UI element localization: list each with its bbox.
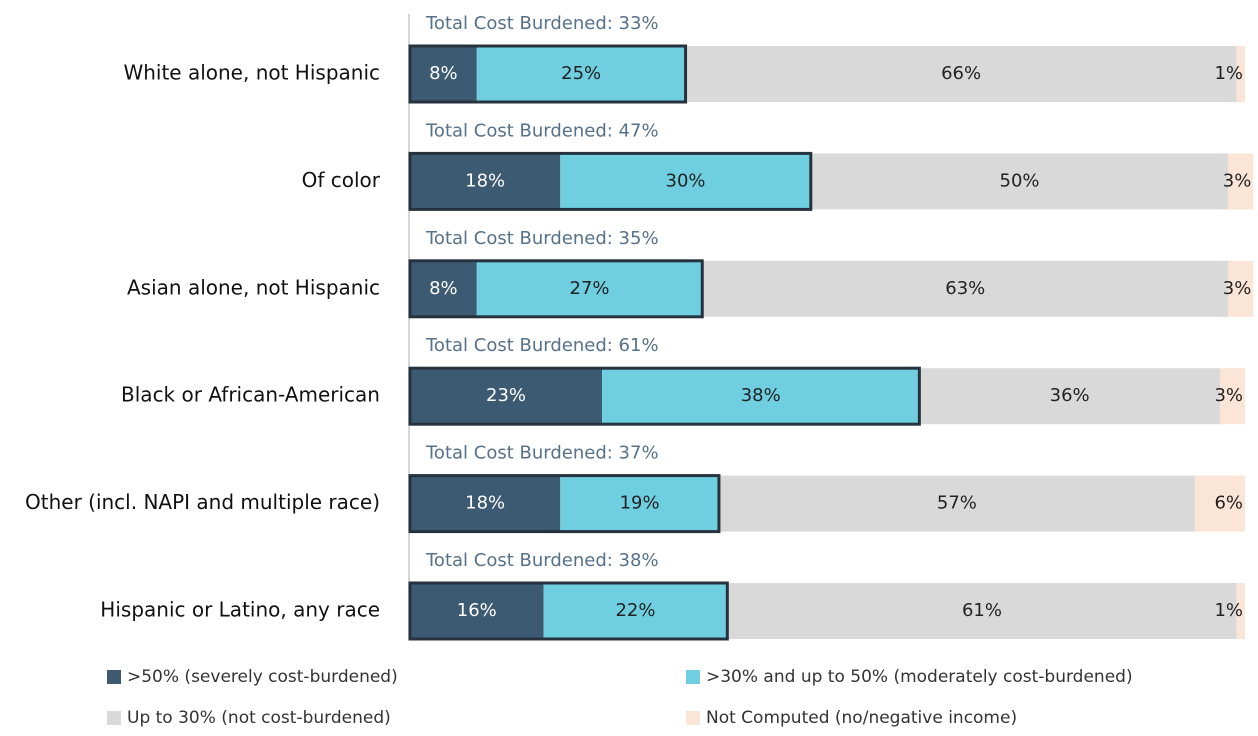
annotation: Total Cost Burdened: 61% [425,335,659,356]
value-label: 19% [620,493,660,514]
value-label: 18% [465,493,505,514]
value-label: 18% [465,170,505,191]
burdened-outline [408,366,921,426]
legend-label: >50% (severely cost-burdened) [127,667,398,687]
category-label: Hispanic or Latino, any race [100,598,380,622]
bar-segment [702,260,1229,317]
value-label: 57% [937,493,977,514]
burdened-outline [408,581,729,641]
category-label: Black or African-American [121,383,380,407]
value-label: 6% [1214,493,1243,514]
bar-segment [410,583,544,639]
bar-segment [543,583,728,639]
legend-label: Not Computed (no/negative income) [706,708,1017,728]
value-label: 22% [615,600,655,621]
bar-segment [602,368,920,425]
bar-segment [410,368,603,425]
bar-segment [810,153,1229,210]
legend-swatch [686,711,700,725]
bar-segment [1228,153,1254,210]
bar-segment [1194,475,1245,532]
bar-segment [410,153,561,210]
value-label: 8% [429,63,458,84]
annotation: Total Cost Burdened: 33% [425,13,659,34]
category-label: White alone, not Hispanic [123,61,380,85]
category-label: Other (incl. NAPI and multiple race) [25,490,380,514]
bar-segment [476,260,703,317]
value-label: 61% [962,600,1002,621]
value-label: 66% [941,63,981,84]
value-label: 16% [457,600,497,621]
legend-swatch [686,670,700,684]
legend-label: Up to 30% (not cost-burdened) [127,708,391,728]
category-label: Of color [302,168,381,192]
bar-segment [685,46,1237,102]
annotation: Total Cost Burdened: 37% [425,443,659,464]
bar-segment [1236,46,1245,102]
bar-segment [410,46,477,102]
bar-segment [410,475,561,532]
burdened-outline [408,151,813,211]
value-label: 50% [1000,170,1040,191]
value-label: 38% [741,385,781,406]
annotation: Total Cost Burdened: 38% [425,550,659,571]
bar-segment [919,368,1220,425]
legend-swatch [107,670,121,684]
burdened-outline [408,44,688,104]
value-label: 3% [1223,170,1252,191]
bar-segment [560,475,719,532]
value-label: 63% [945,278,985,299]
annotation: Total Cost Burdened: 47% [425,120,659,141]
value-label: 25% [561,63,601,84]
bar-segment [560,153,811,210]
bar-segment [1228,260,1254,317]
burdened-outline [408,259,704,319]
value-label: 1% [1214,63,1243,84]
bar-segment [718,475,1195,532]
bar-segment [727,583,1237,639]
bar-segment [476,46,686,102]
category-label: Asian alone, not Hispanic [127,275,380,299]
annotation: Total Cost Burdened: 35% [425,228,659,249]
value-label: 8% [429,278,458,299]
value-label: 36% [1050,385,1090,406]
legend-label: >30% and up to 50% (moderately cost-burd… [706,667,1133,687]
bar-segment [1219,368,1245,425]
legend-swatch [107,711,121,725]
value-label: 23% [486,385,526,406]
value-label: 27% [570,278,610,299]
value-label: 3% [1214,385,1243,406]
value-label: 3% [1223,278,1252,299]
burdened-outline [408,474,721,534]
bar-segment [1236,583,1245,639]
value-label: 1% [1214,600,1243,621]
bar-segment [410,260,477,317]
value-label: 30% [666,170,706,191]
